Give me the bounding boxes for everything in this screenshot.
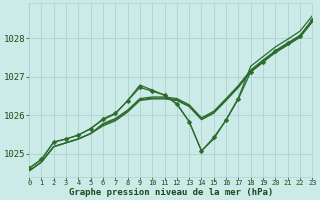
- X-axis label: Graphe pression niveau de la mer (hPa): Graphe pression niveau de la mer (hPa): [68, 188, 273, 197]
